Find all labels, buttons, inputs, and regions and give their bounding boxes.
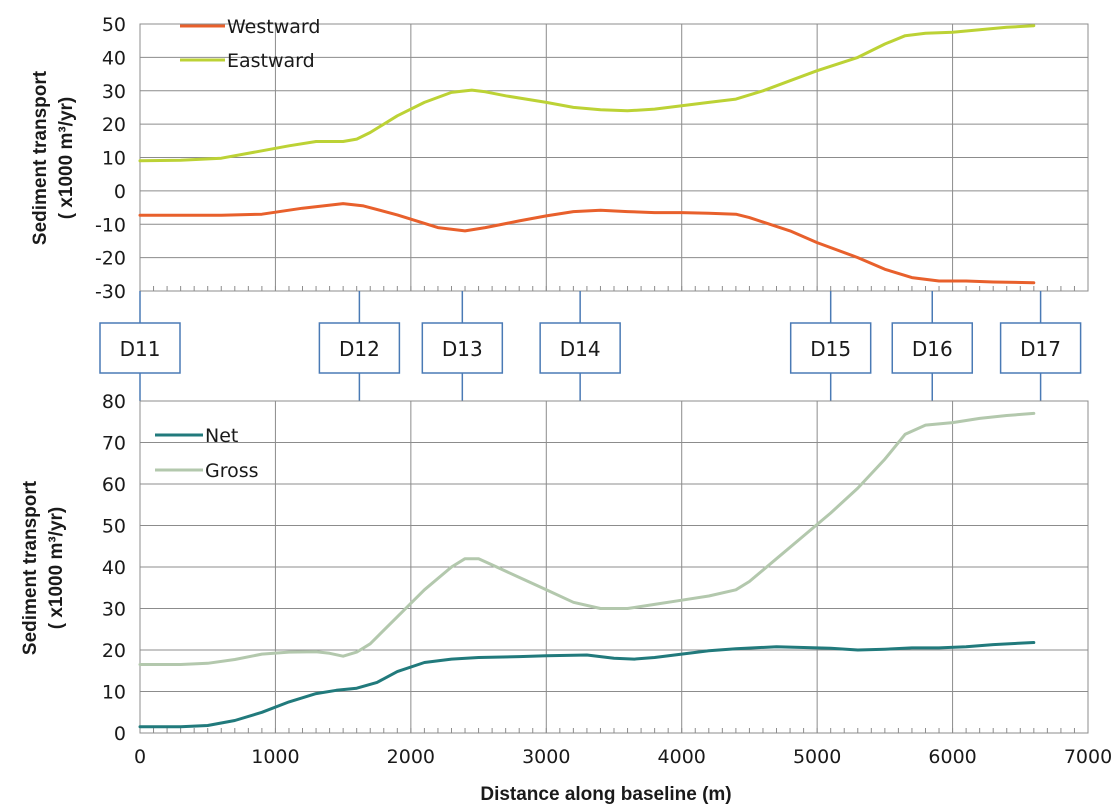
legend: Net Gross bbox=[155, 425, 259, 482]
legend-label-net: Net bbox=[205, 425, 238, 447]
y-axis-label-line: ( x1000 m³/yr) bbox=[46, 507, 67, 630]
x-tick-label: 3000 bbox=[522, 746, 570, 768]
x-tick-label: 4000 bbox=[658, 746, 706, 768]
y-tick-label: 80 bbox=[102, 391, 126, 413]
legend-label-eastward: Eastward bbox=[227, 50, 315, 72]
station-marker: D16 bbox=[891, 291, 974, 401]
y-tick-label: 0 bbox=[114, 723, 126, 745]
series-line-westward bbox=[138, 202, 1036, 285]
station-markers: D11 D12 D13 D14 D15 D16 D17 bbox=[99, 291, 1082, 401]
station-marker-label: D17 bbox=[1020, 337, 1061, 361]
series-line-gross bbox=[138, 411, 1036, 666]
y-tick-label: 10 bbox=[102, 148, 126, 170]
station-marker-label: D14 bbox=[560, 337, 601, 361]
x-axis-label: Distance along baseline (m) bbox=[480, 784, 731, 805]
y-tick-label: 50 bbox=[102, 516, 126, 538]
legend-label-gross: Gross bbox=[205, 460, 259, 482]
y-tick-label: 40 bbox=[102, 557, 126, 579]
station-marker: D13 bbox=[421, 291, 504, 401]
x-tick-label: 5000 bbox=[793, 746, 841, 768]
station-marker-box bbox=[999, 322, 1082, 374]
station-marker-label: D12 bbox=[339, 337, 380, 361]
station-marker-box bbox=[789, 322, 872, 374]
station-marker-box bbox=[99, 322, 181, 374]
station-marker-box bbox=[421, 322, 504, 374]
y-tick-label: 0 bbox=[114, 181, 126, 203]
y-tick-label: 30 bbox=[102, 81, 126, 103]
station-marker-box bbox=[539, 322, 621, 374]
station-marker: D11 bbox=[99, 291, 181, 401]
y-tick-label: 20 bbox=[102, 114, 126, 136]
y-axis-label-line: Sediment transport bbox=[30, 70, 51, 245]
y-tick-label: 10 bbox=[102, 682, 126, 704]
series-line-net bbox=[138, 641, 1036, 729]
station-marker-box bbox=[318, 322, 401, 374]
y-tick-label: 60 bbox=[102, 474, 126, 496]
station-marker: D14 bbox=[539, 291, 621, 401]
x-tick-label: 2000 bbox=[387, 746, 435, 768]
x-tick-label: 6000 bbox=[928, 746, 976, 768]
station-marker-label: D11 bbox=[120, 337, 161, 361]
station-marker: D17 bbox=[999, 291, 1082, 401]
station-marker: D12 bbox=[318, 291, 401, 401]
top-chart: -30 -20 -10 0 10 20 30 40 50 Sediment transport( … bbox=[30, 14, 1089, 303]
y-tick-label: 20 bbox=[102, 640, 126, 662]
y-tick-label: 40 bbox=[102, 47, 126, 69]
x-tick-label: 0 bbox=[134, 746, 146, 768]
y-axis-label-line: ( x1000 m³/yr) bbox=[56, 97, 77, 220]
station-marker-label: D13 bbox=[442, 337, 483, 361]
x-tick-label: 7000 bbox=[1064, 746, 1112, 768]
station-marker-box bbox=[891, 322, 974, 374]
y-tick-label: -30 bbox=[95, 281, 126, 303]
y-tick-label: 30 bbox=[102, 599, 126, 621]
y-tick-label: -20 bbox=[95, 248, 126, 270]
series-line-eastward bbox=[138, 24, 1036, 163]
x-tick-label: 1000 bbox=[251, 746, 299, 768]
legend: Westward Eastward bbox=[180, 16, 320, 72]
y-tick-label: -10 bbox=[95, 214, 126, 236]
legend-label-westward: Westward bbox=[227, 16, 320, 38]
station-marker: D15 bbox=[789, 291, 872, 401]
bottom-chart: 0 10 20 30 40 50 60 70 80 0 1000 2000 3000 4000 5000 60… bbox=[20, 391, 1112, 805]
y-tick-label: 50 bbox=[102, 14, 126, 36]
y-tick-label: 70 bbox=[102, 433, 126, 455]
station-marker-label: D16 bbox=[912, 337, 953, 361]
y-axis-label-line: Sediment transport bbox=[20, 480, 41, 655]
station-marker-label: D15 bbox=[810, 337, 851, 361]
